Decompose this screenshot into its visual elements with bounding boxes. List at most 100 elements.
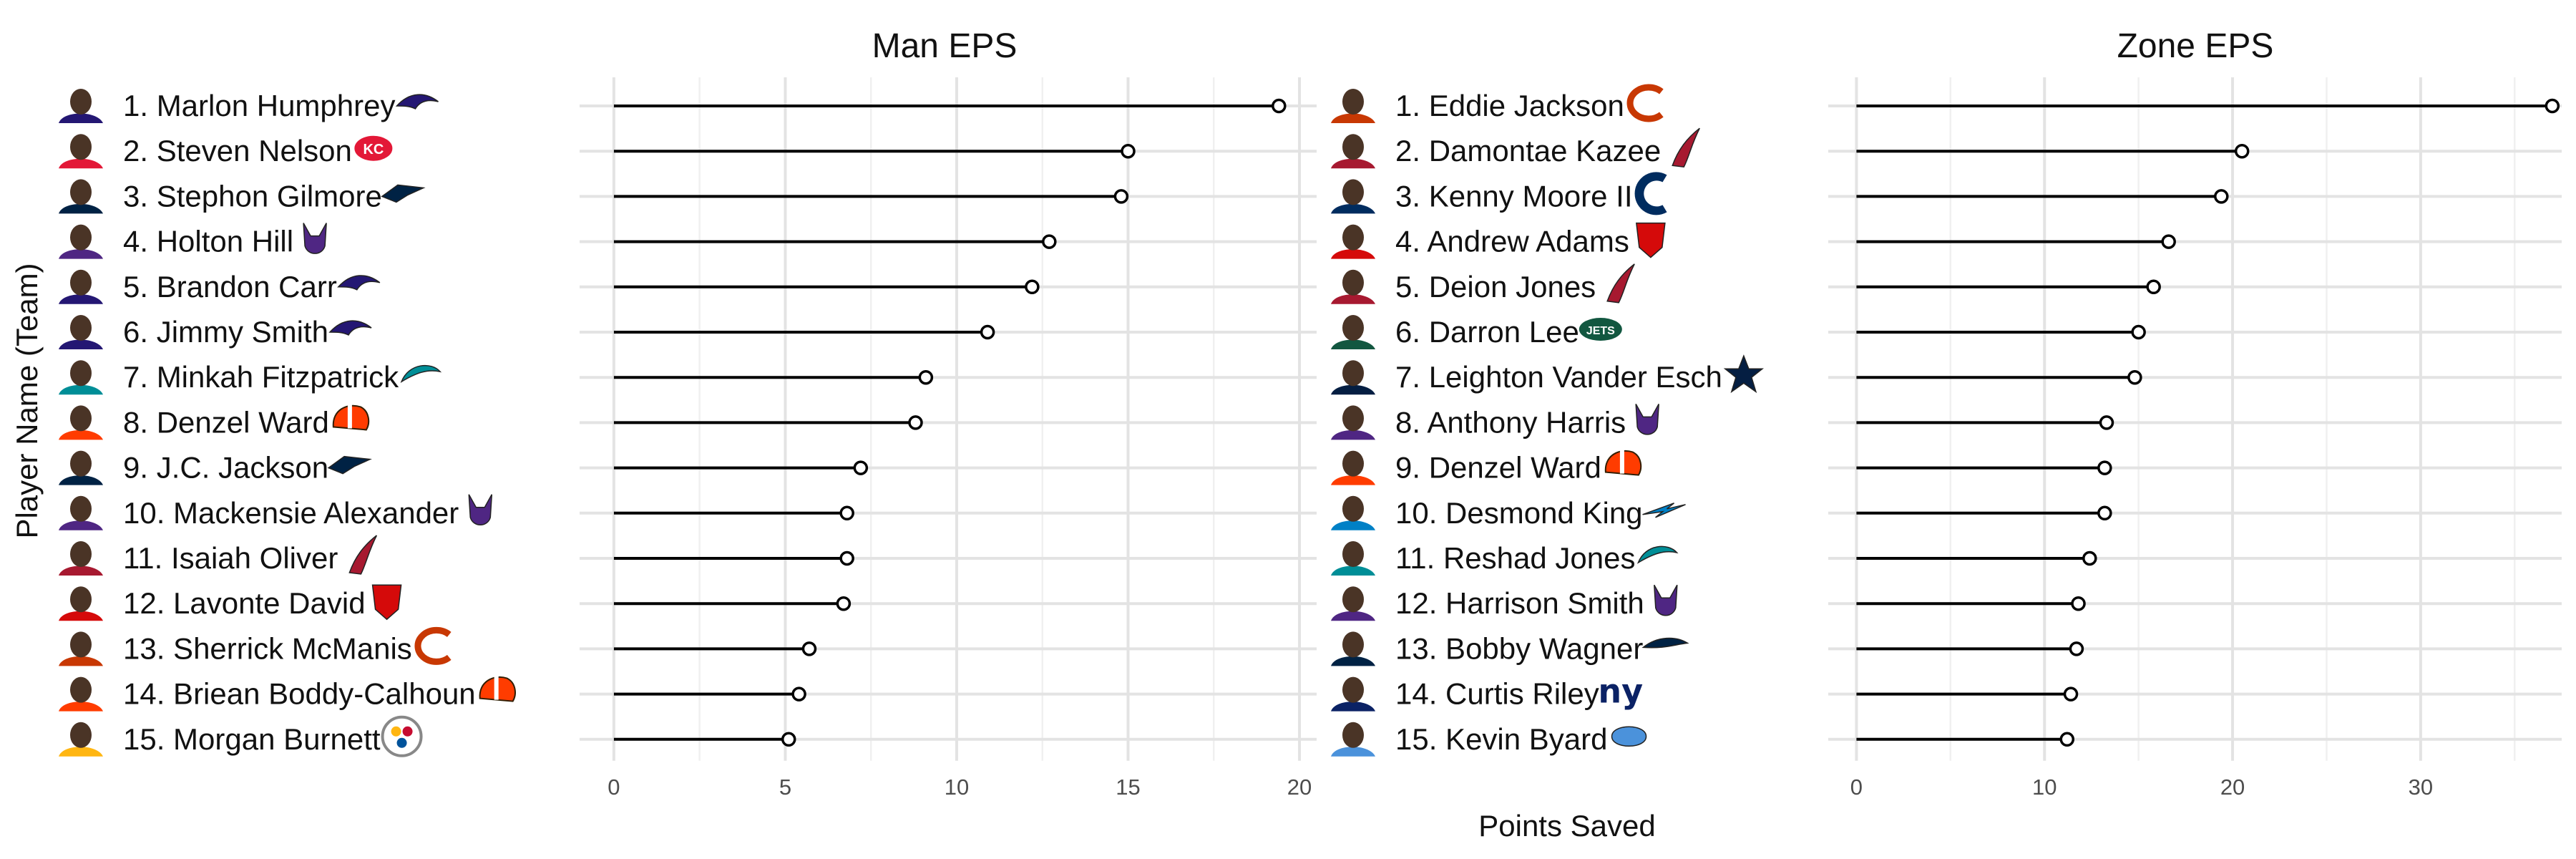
vikings-logo-icon bbox=[1635, 404, 1659, 435]
colts-logo-icon bbox=[1634, 172, 1667, 215]
player-label: 10. Mackensie Alexander bbox=[123, 496, 459, 530]
player-headshot bbox=[57, 675, 104, 712]
lollipop-point bbox=[2146, 279, 2161, 295]
lollipop-point bbox=[2234, 143, 2250, 159]
player-label: 3. Stephon Gilmore bbox=[123, 179, 382, 213]
player-row: 9. Denzel Ward bbox=[1330, 449, 2112, 485]
svg-text:JETS: JETS bbox=[1586, 325, 1615, 337]
player-row: 1. Marlon Humphrey bbox=[57, 87, 1287, 123]
player-label: 5. Deion Jones bbox=[1395, 270, 1596, 304]
player-label: 7. Leighton Vander Esch bbox=[1395, 360, 1722, 394]
lollipop-point bbox=[2131, 324, 2146, 340]
x-tick-label: 20 bbox=[1287, 775, 1312, 800]
player-headshot bbox=[1330, 404, 1377, 440]
player-label: 15. Morgan Burnett bbox=[123, 722, 381, 756]
player-row: 13. Sherrick McManis bbox=[57, 626, 817, 666]
lollipop-point bbox=[839, 550, 854, 566]
y-axis-title: Player Name (Team) bbox=[10, 263, 44, 538]
lollipop-point bbox=[2161, 234, 2176, 249]
panel-title: Zone EPS bbox=[2117, 27, 2274, 65]
player-row: 5. Brandon Carr bbox=[57, 268, 1040, 304]
player-headshot bbox=[1330, 630, 1377, 666]
lollipop-point bbox=[1121, 143, 1136, 159]
player-row: 10. Mackensie Alexander bbox=[57, 494, 854, 530]
lollipop-point bbox=[836, 596, 852, 611]
x-tick-label: 10 bbox=[945, 775, 969, 800]
ravens-logo-icon bbox=[337, 275, 381, 291]
jets-logo-icon: JETS bbox=[1579, 318, 1622, 341]
player-headshot bbox=[57, 540, 104, 576]
player-label: 8. Anthony Harris bbox=[1395, 405, 1626, 439]
browns-logo-icon bbox=[332, 404, 370, 431]
player-row: 15. Kevin Byard bbox=[1330, 720, 2075, 757]
player-headshot bbox=[1330, 268, 1377, 304]
player-headshot bbox=[57, 449, 104, 485]
player-label: 8. Denzel Ward bbox=[123, 405, 329, 439]
player-row: 4. Holton Hill bbox=[57, 223, 1057, 259]
x-tick-label: 30 bbox=[2409, 775, 2433, 800]
lollipop-point bbox=[980, 324, 995, 340]
player-label: 1. Eddie Jackson bbox=[1395, 89, 1624, 122]
player-headshot bbox=[1330, 87, 1377, 123]
x-tick-label: 5 bbox=[779, 775, 791, 800]
svg-text:KC: KC bbox=[363, 142, 384, 157]
player-label: 7. Minkah Fitzpatrick bbox=[123, 360, 399, 394]
player-headshot bbox=[1330, 585, 1377, 621]
player-row: 6. Darron Lee JETS bbox=[1330, 314, 2146, 349]
svg-text:ny: ny bbox=[1598, 672, 1643, 711]
player-label: 14. Curtis Riley bbox=[1395, 677, 1599, 711]
buccaneers-logo-icon bbox=[371, 584, 402, 621]
player-label: 6. Darron Lee bbox=[1395, 315, 1579, 349]
lollipop-point bbox=[908, 415, 923, 430]
lollipop-point bbox=[1042, 234, 1057, 249]
player-headshot bbox=[1330, 675, 1377, 712]
lollipop-point bbox=[1272, 98, 1287, 114]
player-headshot bbox=[1330, 132, 1377, 169]
player-row: 6. Jimmy Smith bbox=[57, 314, 995, 349]
player-row: 14. Briean Boddy-Calhoun bbox=[57, 675, 806, 712]
cowboys-logo-icon bbox=[1723, 354, 1765, 394]
player-label: 12. Harrison Smith bbox=[1395, 586, 1644, 620]
player-headshot bbox=[57, 87, 104, 123]
player-headshot bbox=[57, 585, 104, 621]
x-tick-label: 10 bbox=[2032, 775, 2057, 800]
browns-logo-icon bbox=[1604, 449, 1642, 476]
falcons-logo-icon bbox=[1672, 127, 1700, 168]
bears-logo-icon bbox=[414, 626, 452, 665]
player-label: 1. Marlon Humphrey bbox=[123, 89, 395, 122]
ravens-logo-icon bbox=[395, 94, 439, 110]
player-label: 2. Steven Nelson bbox=[123, 134, 352, 168]
player-row: 8. Denzel Ward bbox=[57, 404, 923, 440]
player-headshot bbox=[1330, 494, 1377, 530]
player-row: 10. Desmond King bbox=[1330, 494, 2112, 530]
lollipop-point bbox=[918, 369, 934, 385]
lollipop-point bbox=[1025, 279, 1040, 295]
player-row: 13. Bobby Wagner bbox=[1330, 630, 2084, 666]
patriots-logo-icon bbox=[327, 455, 372, 475]
x-tick-label: 15 bbox=[1116, 775, 1140, 800]
player-row: 9. J.C. Jackson bbox=[57, 449, 869, 485]
player-label: 12. Lavonte David bbox=[123, 586, 366, 620]
seahawks-logo-icon bbox=[1641, 637, 1689, 649]
lollipop-point bbox=[2097, 505, 2112, 521]
lollipop-point bbox=[2082, 550, 2097, 566]
lollipop-point bbox=[781, 732, 796, 747]
vikings-logo-icon bbox=[1654, 584, 1678, 616]
player-row: 3. Stephon Gilmore bbox=[57, 178, 1129, 214]
player-label: 11. Isaiah Oliver bbox=[123, 541, 338, 575]
player-headshot bbox=[57, 223, 104, 259]
player-headshot bbox=[57, 720, 104, 757]
vikings-logo-icon bbox=[303, 223, 327, 254]
x-tick-label: 20 bbox=[2220, 775, 2245, 800]
player-headshot bbox=[57, 268, 104, 304]
giants-logo-icon: ny bbox=[1598, 672, 1643, 711]
player-label: 5. Brandon Carr bbox=[123, 270, 337, 304]
player-row: 4. Andrew Adams bbox=[1330, 222, 2176, 259]
titans-logo-icon bbox=[1611, 726, 1647, 747]
player-headshot bbox=[57, 178, 104, 214]
panel-title: Man EPS bbox=[872, 27, 1018, 65]
player-label: 4. Holton Hill bbox=[123, 225, 293, 258]
player-row: 12. Harrison Smith bbox=[1330, 584, 2086, 621]
player-label: 3. Kenny Moore II bbox=[1395, 179, 1633, 213]
